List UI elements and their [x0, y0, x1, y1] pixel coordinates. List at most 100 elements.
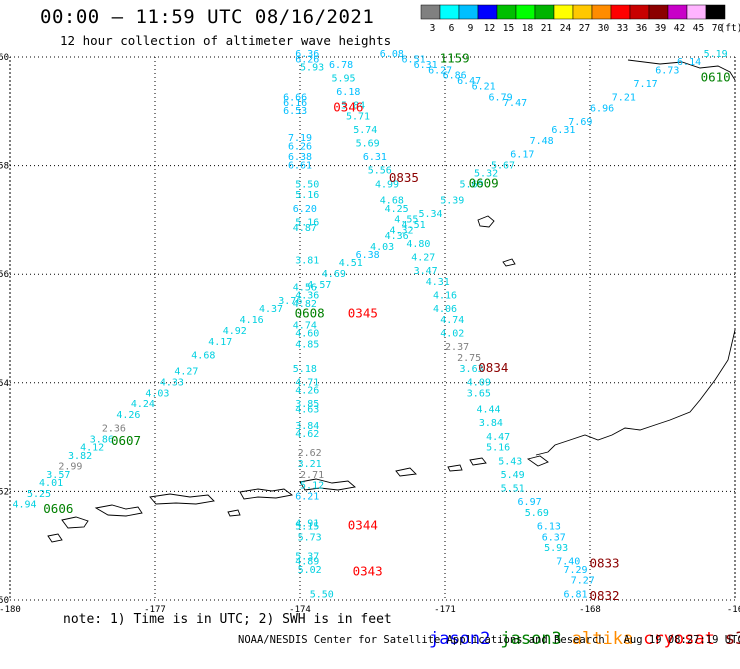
wave-height-point: 5.16 — [486, 443, 510, 454]
wave-height-point: 3.81 — [295, 255, 319, 266]
wave-height-point: 7.21 — [612, 92, 636, 103]
lon-label: -16 — [727, 605, 740, 615]
wave-height-point: 5.56 — [368, 166, 392, 177]
wave-height-point: 3.21 — [298, 459, 322, 470]
wave-height-point: 5.74 — [353, 125, 377, 136]
wave-height-point: 6.96 — [590, 103, 614, 114]
legend-cryosat: cryosat — [643, 629, 715, 649]
legend-jason2: jason2 — [428, 629, 491, 649]
aleutian-h — [47, 533, 63, 543]
wave-height-point: 6.31 — [551, 125, 575, 136]
wave-height-point: 5.18 — [293, 364, 317, 375]
wave-height-point: 6.61 — [288, 160, 312, 171]
wave-height-point: 5.49 — [501, 470, 525, 481]
wave-height-point: 7.48 — [530, 136, 554, 147]
pass-time-labels: 0606 0607 0608 0609 0610 0343 0344 0345 0346 0832… — [43, 50, 730, 603]
wave-height-point: 6.21 — [472, 82, 496, 93]
colorbar-label: 15 — [503, 23, 514, 34]
wave-height-point: 3.84 — [295, 421, 319, 432]
wave-height-point: 6.26 — [295, 54, 319, 65]
wave-height-point: 4.68 — [380, 196, 404, 207]
wave-height-point: 6.13 — [537, 521, 561, 532]
aleutian-f — [94, 504, 143, 517]
wave-height-point: 6.31 — [414, 60, 438, 71]
colorbar-unit: (ft) — [720, 23, 740, 34]
wave-height-point: 5.93 — [544, 543, 568, 554]
wave-height-point: 3.82 — [68, 451, 92, 462]
wave-height-point: 7.17 — [634, 79, 658, 90]
wave-height-point: 6.73 — [655, 65, 679, 76]
lon-label: -177 — [144, 605, 166, 615]
alaska-peninsula — [535, 329, 736, 456]
wave-height-point: 5.43 — [498, 456, 522, 467]
wave-height-point: 4.36 — [385, 231, 409, 242]
aleutian-c — [299, 478, 357, 491]
wave-height-point: 5.15 — [295, 521, 319, 532]
wave-height-point: 4.60 — [295, 329, 319, 340]
wave-height-point: 3.85 — [295, 399, 319, 410]
wave-height-point: 5.84 — [341, 101, 365, 112]
footer-credit: NOAA/NESDIS Center for Satellite Applica… — [238, 634, 740, 646]
aleutian-b — [447, 464, 463, 472]
wave-height-point: 4.32 — [389, 225, 413, 236]
wave-height-point: 4.63 — [295, 405, 319, 416]
wave-height-point: 6.08 — [380, 49, 404, 60]
wave-height-point: 4.87 — [293, 223, 317, 234]
wave-height-point: 4.09 — [467, 378, 491, 389]
altimeter-map: 00:00 — 11:59 UTC 08/16/2021 12 hour col… — [0, 4, 740, 649]
lat-label: 50 — [0, 596, 9, 606]
wave-height-point: 4.71 — [295, 378, 319, 389]
colorbar-swatch — [629, 4, 650, 20]
wave-height-point: 5.69 — [356, 139, 380, 150]
lon-label: -180 — [0, 605, 21, 615]
colorbar-swatch — [515, 4, 536, 20]
legend-jason3: jason3 — [500, 629, 562, 649]
wave-height-point: 4.51 — [339, 258, 363, 269]
wave-height-point: 6.17 — [510, 149, 534, 160]
lat-label: 58 — [0, 162, 9, 172]
wave-height-point: 4.82 — [293, 299, 317, 310]
lat-label: 52 — [0, 487, 9, 497]
wave-height-point: 4.55 — [394, 215, 418, 226]
page-title: 00:00 — 11:59 UTC 08/16/2021 — [40, 6, 375, 28]
wave-height-point: 6.86 — [443, 71, 467, 82]
wave-height-point: 4.85 — [295, 340, 319, 351]
wave-height-point: 2.71 — [300, 470, 324, 481]
wave-height-point: 5.67 — [491, 160, 515, 171]
wave-height-point: 4.68 — [191, 350, 215, 361]
wave-height-point: 6.14 — [677, 57, 701, 68]
wave-height-point: 4.33 — [160, 378, 184, 389]
wave-height-point: 3.57 — [46, 470, 70, 481]
wave-height-point: 4.56 — [293, 282, 317, 293]
lon-label: -174 — [289, 605, 311, 615]
pass-time-label: 0832 — [589, 588, 619, 603]
satellite-legend: jason2 jason3 altika cryosat s3a — [388, 609, 740, 669]
aleutian-a — [469, 457, 487, 466]
colorbar-label: 24 — [560, 23, 572, 34]
wave-height-point: 5.73 — [298, 532, 322, 543]
colorbar-label: 9 — [468, 23, 474, 34]
wave-height-point: 6.47 — [457, 76, 481, 87]
colorbar-swatch — [477, 4, 498, 20]
aleutian-i — [395, 467, 417, 477]
colorbar-swatch — [420, 4, 441, 20]
wave-height-point: 3.84 — [479, 418, 503, 429]
wave-height-point: 5.37 — [295, 551, 319, 562]
wave-height-point: 4.94 — [12, 500, 36, 511]
wave-height-point: 5.25 — [27, 489, 51, 500]
colorbar-label: 21 — [541, 23, 553, 34]
wave-height-point: 5.93 — [300, 63, 324, 74]
pass-time-label: 0610 — [701, 69, 731, 84]
wave-height-point: 6.66 — [283, 92, 307, 103]
colorbar-swatch — [667, 4, 688, 20]
pass-time-label: 0834 — [478, 360, 508, 375]
lon-label: -171 — [434, 605, 456, 615]
colorbar-swatch — [534, 4, 555, 20]
wave-height-point: 5.12 — [300, 481, 324, 492]
wave-height-point: 7.27 — [571, 576, 595, 587]
wave-height-point: 4.31 — [426, 277, 450, 288]
wave-height-point: 7.47 — [503, 98, 527, 109]
pass-time-label: 0346 — [333, 99, 363, 114]
aleutian-j — [227, 509, 241, 517]
wave-height-point: 2.36 — [102, 424, 126, 435]
